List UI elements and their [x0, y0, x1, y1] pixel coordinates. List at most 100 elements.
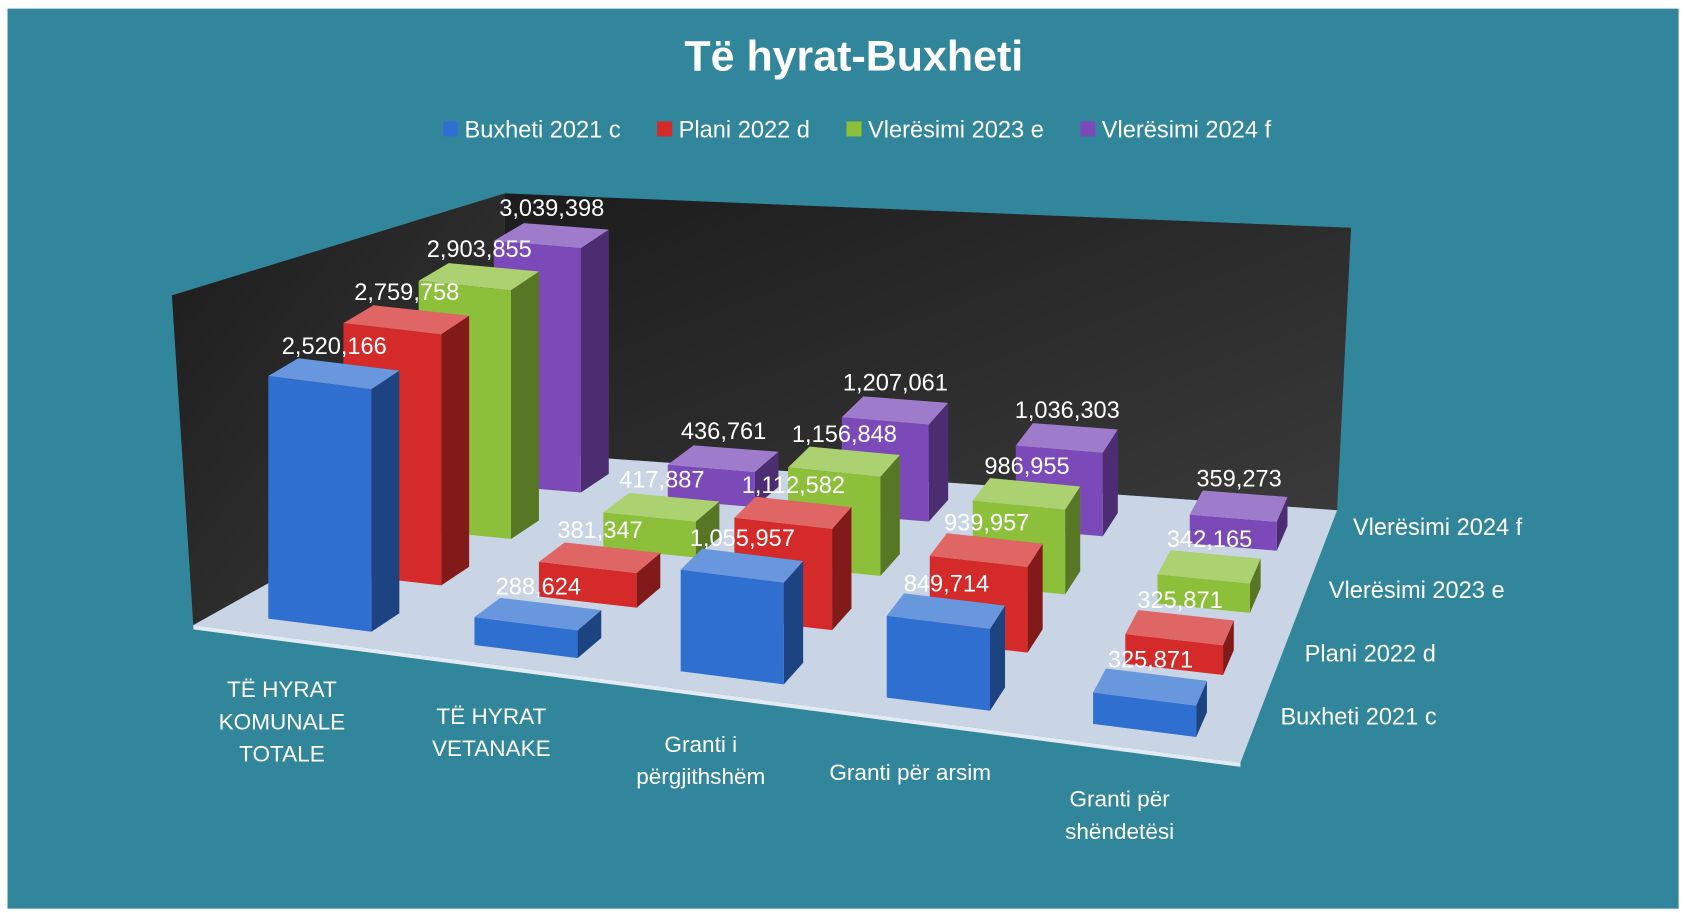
x-tick-label: Granti për shëndetësi: [1065, 787, 1175, 845]
x-tick-label-box: TË HYRAT KOMUNALE TOTALE: [218, 677, 346, 767]
bar: [268, 358, 400, 632]
bar-side: [1276, 496, 1288, 551]
data-label: 417,887: [619, 468, 704, 494]
bar-side-shade: [1276, 496, 1288, 551]
data-label: 1,112,582: [742, 473, 845, 499]
data-label: 325,871: [1108, 647, 1193, 673]
data-label: 3,039,398: [499, 196, 604, 222]
bar: [886, 593, 1006, 711]
bar-front: [1189, 514, 1277, 551]
floor-edge: [193, 625, 1241, 767]
bar-side: [510, 271, 539, 539]
bar-top-light: [603, 493, 720, 522]
bar: [1189, 490, 1288, 551]
bar: [680, 548, 804, 685]
bar-top-light: [538, 542, 661, 574]
bar-side-shade: [754, 451, 779, 508]
bar-side: [580, 229, 609, 493]
bar-side: [371, 370, 400, 632]
bar-side: [1027, 543, 1043, 653]
data-label: 381,347: [557, 518, 642, 544]
bar-side: [636, 552, 661, 608]
depth-tick-label: Buxheti 2021 c: [1280, 704, 1436, 730]
depth-tick-label: Vlerësimi 2023 e: [1329, 578, 1505, 604]
bar-side-shade: [441, 315, 470, 586]
bar-side: [441, 315, 470, 586]
bar-top-light: [1125, 610, 1234, 646]
bar-top: [603, 493, 720, 522]
legend-label: Plani 2022 d: [679, 117, 810, 143]
data-label: 2,520,166: [282, 334, 387, 360]
bar-front: [474, 617, 578, 659]
bar-side: [577, 610, 602, 659]
back-wall: [504, 193, 1352, 511]
x-tick-label-box: Granti i përgjithshëm: [636, 733, 765, 790]
bar-front: [1125, 634, 1224, 675]
bar-top-light: [841, 396, 949, 425]
bar-side: [1196, 680, 1207, 738]
bar-top: [788, 446, 900, 477]
bar-side-shade: [1102, 429, 1118, 537]
bar-side: [1102, 429, 1118, 537]
data-label: 325,871: [1137, 588, 1222, 614]
bar-side-shade: [1249, 558, 1261, 613]
bar-top: [1093, 668, 1207, 706]
bar: [538, 542, 661, 608]
x-tick-label-box: Granti për shëndetësi: [1065, 787, 1175, 845]
data-label: 1,156,848: [792, 422, 897, 448]
bar-top: [538, 542, 661, 574]
bar-top-light: [418, 263, 539, 291]
bar-side-shade: [1223, 620, 1234, 675]
bar-top: [418, 263, 539, 291]
bar-side: [1065, 486, 1081, 595]
x-tick-label: Granti për arsim: [829, 759, 992, 785]
data-label: 436,761: [681, 419, 766, 445]
bar-top-light: [1189, 490, 1288, 522]
bar-side-shade: [1027, 543, 1043, 653]
legend-item: Buxheti 2021 c: [443, 117, 621, 143]
bar-top: [1157, 550, 1261, 584]
bar-top-light: [788, 446, 900, 477]
data-label: 342,165: [1167, 527, 1252, 553]
bar-side: [989, 605, 1006, 711]
chart-title: Të hyrat-Buxheti: [684, 32, 1023, 80]
bar-side-shade: [1065, 486, 1081, 595]
x-tick-label-box: TË HYRAT VETANAKE: [432, 705, 551, 762]
bar-side-shade: [695, 501, 720, 558]
x-tick-label: TË HYRAT KOMUNALE TOTALE: [218, 677, 346, 767]
bar-front: [886, 615, 990, 711]
bar-top: [680, 548, 804, 583]
bar-top-light: [268, 358, 400, 390]
legend-label: Vlerësimi 2024 f: [1102, 117, 1272, 143]
bar-front: [667, 464, 755, 508]
bar-side-shade: [577, 610, 602, 659]
legend-item: Vlerësimi 2024 f: [1080, 117, 1272, 143]
data-label: 1,055,957: [690, 526, 795, 552]
legend-swatch: [657, 121, 673, 137]
bar-side: [832, 507, 852, 631]
bar-side-shade: [832, 507, 852, 631]
bar: [1093, 668, 1207, 738]
legend-label: Vlerësimi 2023 e: [868, 117, 1044, 143]
bar-front: [603, 512, 696, 558]
bar-top: [1015, 423, 1118, 453]
bar-top-light: [680, 548, 804, 583]
bar-top-light: [972, 478, 1081, 510]
bar-top-light: [493, 223, 609, 249]
data-label: 2,759,758: [354, 280, 459, 306]
bar-top: [734, 496, 852, 529]
bar: [667, 445, 779, 508]
bar-top: [268, 358, 400, 390]
x-tick-label-box: Granti për arsim: [829, 759, 992, 785]
legend-swatch: [846, 121, 862, 137]
data-label: 849,714: [904, 571, 989, 597]
bar-side: [1249, 558, 1261, 613]
bar-top-light: [1015, 423, 1118, 453]
bar: [1125, 610, 1234, 675]
bar-top-light: [474, 597, 602, 631]
data-label: 288,624: [496, 574, 581, 600]
bar-top: [343, 305, 470, 335]
bar-top: [972, 478, 1081, 510]
bar-side-shade: [989, 605, 1006, 711]
bar-side-shade: [371, 370, 400, 632]
